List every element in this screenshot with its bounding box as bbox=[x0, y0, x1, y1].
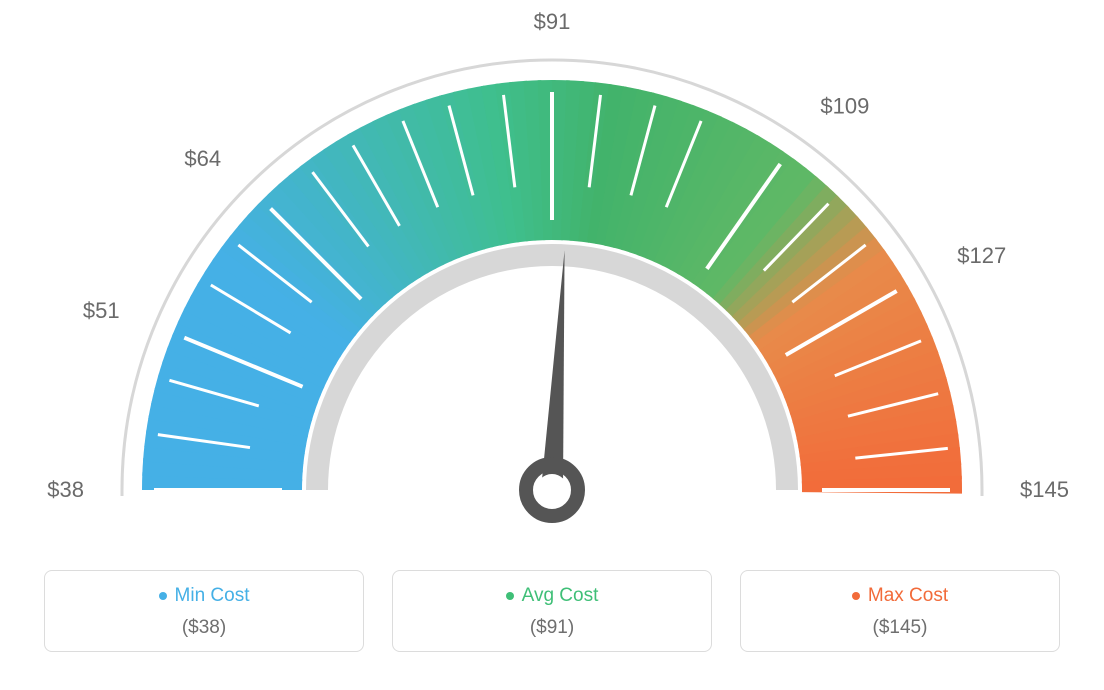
dot-icon bbox=[159, 592, 167, 600]
legend-value-avg: ($91) bbox=[403, 617, 701, 639]
cost-gauge-widget: $38 $51 $64 $91 $109 $127 $145 Min Cost ($38) … bbox=[0, 0, 1104, 690]
dot-icon bbox=[506, 592, 514, 600]
svg-text:$64: $64 bbox=[184, 146, 221, 171]
svg-text:$145: $145 bbox=[1020, 477, 1069, 502]
gauge-svg: $38 $51 $64 $91 $109 $127 $145 bbox=[22, 0, 1082, 560]
legend-title-text: Avg Cost bbox=[522, 585, 599, 607]
legend-value-min: ($38) bbox=[55, 617, 353, 639]
legend-title-text: Max Cost bbox=[868, 585, 948, 607]
dot-icon bbox=[852, 592, 860, 600]
legend-title-text: Min Cost bbox=[175, 585, 250, 607]
legend-value-max: ($145) bbox=[751, 617, 1049, 639]
svg-text:$38: $38 bbox=[47, 477, 84, 502]
legend-card-avg: Avg Cost ($91) bbox=[392, 570, 712, 652]
svg-text:$127: $127 bbox=[957, 243, 1006, 268]
legend-row: Min Cost ($38) Avg Cost ($91) Max Cost (… bbox=[0, 570, 1104, 652]
legend-title-avg: Avg Cost bbox=[506, 585, 599, 607]
legend-title-max: Max Cost bbox=[852, 585, 948, 607]
legend-card-min: Min Cost ($38) bbox=[44, 570, 364, 652]
svg-text:$51: $51 bbox=[83, 298, 120, 323]
legend-title-min: Min Cost bbox=[159, 585, 250, 607]
svg-text:$91: $91 bbox=[534, 9, 571, 34]
gauge-chart: $38 $51 $64 $91 $109 $127 $145 bbox=[0, 0, 1104, 560]
svg-text:$109: $109 bbox=[820, 94, 869, 119]
legend-card-max: Max Cost ($145) bbox=[740, 570, 1060, 652]
